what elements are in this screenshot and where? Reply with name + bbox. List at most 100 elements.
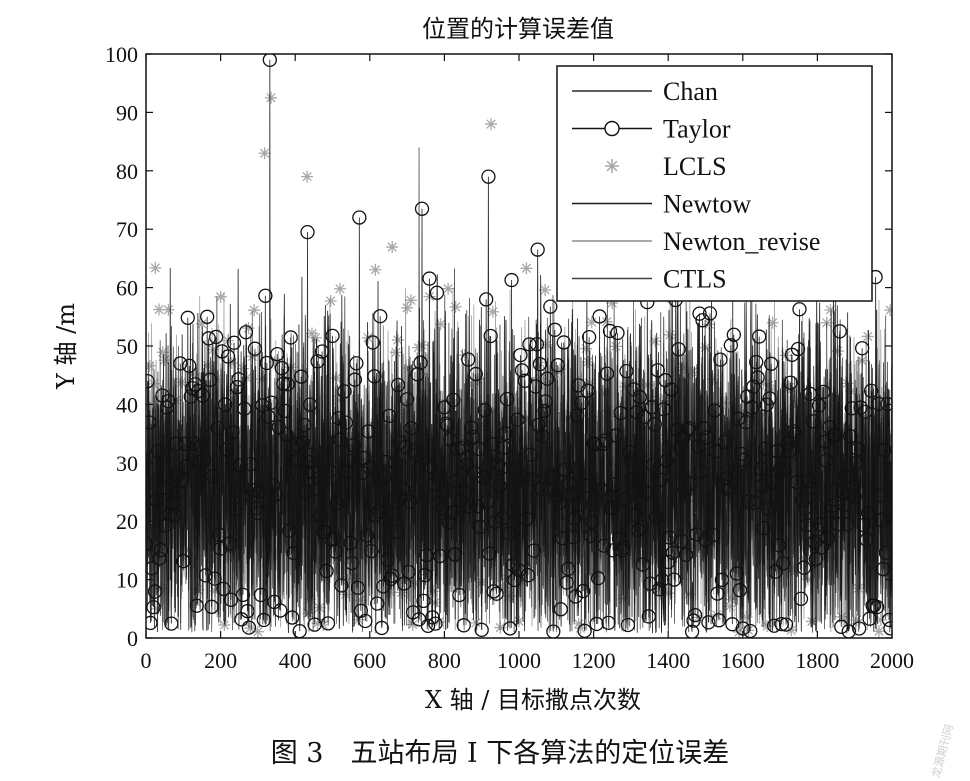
data-point (869, 599, 885, 615)
data-point (461, 352, 476, 367)
data-point (719, 471, 734, 486)
data-point (757, 377, 770, 390)
legend-item-ctls: CTLS (572, 265, 727, 294)
data-point (289, 437, 304, 452)
data-point (607, 477, 622, 492)
data-point (832, 324, 847, 339)
legend-label: Newtow (663, 190, 751, 219)
data-point (343, 535, 358, 551)
data-point (241, 620, 257, 635)
data-point (265, 477, 280, 493)
data-point (878, 545, 892, 560)
data-point (650, 363, 665, 378)
data-point (820, 531, 835, 546)
data-point (300, 224, 315, 240)
data-point (489, 586, 504, 601)
legend-marker-star (605, 159, 619, 173)
data-point (802, 386, 818, 401)
data-point (567, 511, 582, 526)
data-point (796, 560, 812, 575)
data-point (180, 310, 195, 325)
data-point (617, 491, 633, 507)
data-point (749, 354, 764, 370)
data-point (186, 436, 201, 451)
data-point (225, 356, 238, 369)
data-point (789, 475, 804, 490)
data-point (771, 537, 786, 553)
data-point (664, 382, 679, 397)
legend-item-chan: Chan (572, 77, 718, 106)
data-point (774, 616, 789, 632)
data-point (195, 317, 208, 330)
data-point (436, 548, 449, 561)
data-point (562, 476, 577, 492)
data-point (420, 618, 436, 634)
data-point (565, 529, 580, 545)
data-point (644, 400, 659, 415)
data-point (361, 424, 376, 439)
data-point (319, 563, 334, 579)
data-point (175, 376, 188, 389)
data-point (367, 369, 382, 384)
data-point (641, 609, 656, 624)
data-point (401, 564, 416, 580)
data-point (276, 376, 291, 391)
data-point (765, 475, 780, 490)
data-point (844, 401, 859, 416)
data-point (600, 315, 613, 328)
data-point (582, 355, 595, 368)
data-point (171, 418, 184, 431)
legend-marker-circle (604, 120, 620, 137)
data-point (838, 469, 853, 484)
data-point (529, 337, 545, 352)
data-point (495, 510, 510, 526)
data-point (170, 468, 185, 483)
data-point (298, 485, 313, 500)
data-point (464, 420, 479, 435)
data-point (790, 341, 806, 357)
data-point (294, 369, 309, 384)
data-point (828, 428, 843, 443)
data-point (538, 394, 554, 409)
data-point (686, 613, 701, 628)
data-point (399, 392, 415, 407)
data-point (304, 447, 319, 462)
data-point (855, 341, 870, 356)
data-point (337, 384, 352, 399)
x-tick-label: 1600 (721, 648, 765, 673)
data-point (857, 404, 873, 420)
data-point (164, 616, 179, 631)
data-point (508, 461, 524, 477)
data-point (325, 328, 340, 344)
data-point (550, 358, 565, 373)
data-point (434, 318, 447, 331)
data-point (277, 403, 292, 419)
data-point (766, 316, 779, 329)
data-point (441, 515, 457, 530)
data-point (200, 309, 215, 324)
data-point (243, 456, 258, 472)
data-point (717, 434, 733, 450)
data-point (846, 480, 861, 495)
data-point (226, 335, 242, 350)
data-point (816, 384, 831, 400)
data-point (334, 578, 349, 593)
data-point (382, 408, 397, 424)
data-point (861, 330, 874, 343)
data-point (733, 625, 746, 638)
data-point (273, 603, 288, 618)
data-point (413, 355, 428, 370)
data-point (581, 329, 597, 345)
data-point (364, 543, 379, 559)
data-point (385, 568, 400, 583)
legend-box (556, 65, 873, 302)
data-point (604, 500, 619, 516)
data-point (647, 417, 662, 432)
data-point (252, 484, 267, 499)
data-point (425, 610, 440, 625)
data-point (204, 599, 219, 614)
data-point (285, 610, 300, 625)
data-point (884, 304, 892, 317)
legend-label: Chan (663, 77, 718, 106)
legend-label: CTLS (663, 265, 727, 294)
